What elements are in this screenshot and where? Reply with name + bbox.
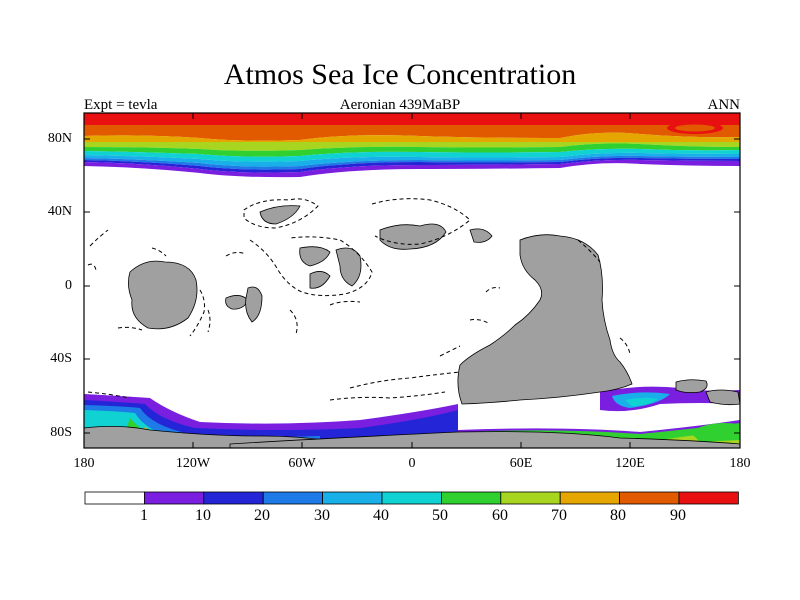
lat-label-0: 0 xyxy=(65,278,72,293)
colorbar-label: 50 xyxy=(432,507,448,524)
lon-label-120e: 120E xyxy=(615,456,645,471)
lon-label-180w: 180 xyxy=(73,456,95,471)
colorbar-box xyxy=(203,491,264,505)
lon-label-60w: 60W xyxy=(288,456,316,471)
colorbar-label: 10 xyxy=(195,507,211,524)
lat-label-80s: 80S xyxy=(50,425,72,440)
axis-ticks xyxy=(84,113,740,448)
colorbar-box xyxy=(262,491,324,505)
season-label: ANN xyxy=(707,97,741,113)
colorbar-box xyxy=(143,491,205,505)
lat-label-80n: 80N xyxy=(47,131,72,146)
lon-label-120w: 120W xyxy=(175,456,211,471)
colorbar-box xyxy=(440,491,502,505)
colorbar-box xyxy=(559,491,621,505)
lat-label-40n: 40N xyxy=(47,204,72,219)
lon-label-0: 0 xyxy=(408,456,416,471)
lat-label-40s: 40S xyxy=(50,351,72,366)
map-title: Atmos Sea Ice Concentration xyxy=(223,58,577,91)
continent-laurentia xyxy=(128,260,198,330)
experiment-label: Expt = tevla xyxy=(84,97,158,113)
colorbar-label: 40 xyxy=(373,507,389,524)
colorbar-label: 20 xyxy=(254,507,270,524)
island-mid-4 xyxy=(309,271,331,289)
coastline-outlines xyxy=(87,198,631,401)
island-mid-3 xyxy=(299,246,331,267)
colorbar xyxy=(84,491,739,505)
island-mid-1 xyxy=(225,295,249,310)
map-field xyxy=(84,113,740,448)
colorbar-box xyxy=(500,491,561,505)
colorbar-label: 30 xyxy=(314,507,330,524)
period-label: Aeronian 439MaBP xyxy=(339,97,461,113)
colorbar-box xyxy=(678,491,739,505)
colorbar-box xyxy=(619,491,680,505)
island-east xyxy=(675,379,708,394)
island-mid-5 xyxy=(335,247,362,287)
colorbar-label: 80 xyxy=(610,507,626,524)
island-mid-2 xyxy=(245,286,263,323)
colorbar-label: 60 xyxy=(492,507,508,524)
continent-gondwana xyxy=(457,234,633,405)
colorbar-box xyxy=(381,491,442,505)
island-east-2 xyxy=(705,389,740,406)
island-north-small xyxy=(259,205,301,225)
colorbar-box xyxy=(84,491,145,505)
island-north-2 xyxy=(469,228,493,243)
colorbar-label: 90 xyxy=(670,507,686,524)
lon-label-60e: 60E xyxy=(509,456,533,471)
colorbar-label: 1 xyxy=(140,507,148,524)
antarctic-shelf-south xyxy=(229,431,740,448)
colorbar-label: 70 xyxy=(551,507,567,524)
colorbar-box xyxy=(322,491,383,505)
lon-label-180e: 180 xyxy=(729,456,751,471)
